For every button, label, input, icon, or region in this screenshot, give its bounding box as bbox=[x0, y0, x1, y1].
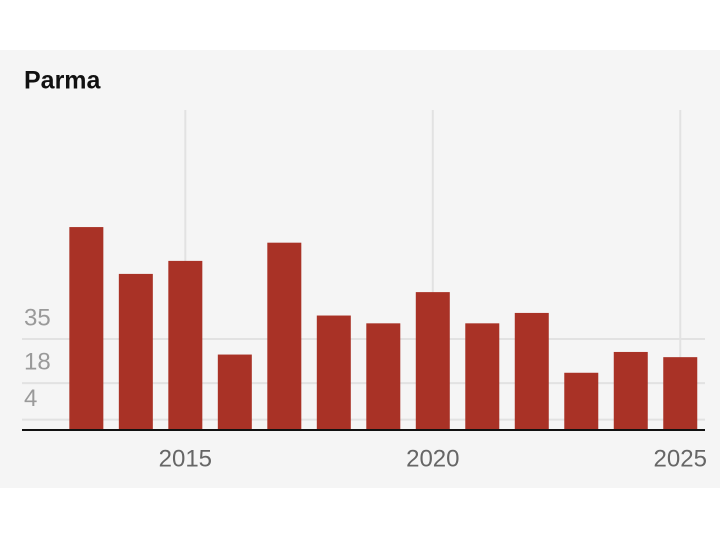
panel bbox=[0, 50, 720, 488]
y-tick-label: 18 bbox=[24, 349, 51, 376]
bar bbox=[366, 323, 401, 430]
bar bbox=[69, 227, 104, 430]
bar bbox=[465, 323, 500, 430]
bar bbox=[267, 242, 302, 430]
bar bbox=[663, 357, 698, 430]
bar bbox=[118, 273, 153, 430]
x-tick-label: 2015 bbox=[159, 445, 212, 472]
x-tick-label: 2020 bbox=[406, 445, 459, 472]
bar bbox=[316, 315, 351, 430]
bar bbox=[168, 260, 203, 430]
y-tick-label: 35 bbox=[24, 304, 51, 331]
bar bbox=[564, 372, 599, 430]
y-tick-label: 4 bbox=[24, 385, 37, 412]
bar bbox=[514, 312, 549, 430]
bar bbox=[217, 354, 252, 430]
bar bbox=[613, 351, 648, 430]
chart-title: Parma bbox=[24, 67, 102, 95]
x-tick-label: 2025 bbox=[654, 445, 707, 472]
bar bbox=[415, 292, 450, 430]
